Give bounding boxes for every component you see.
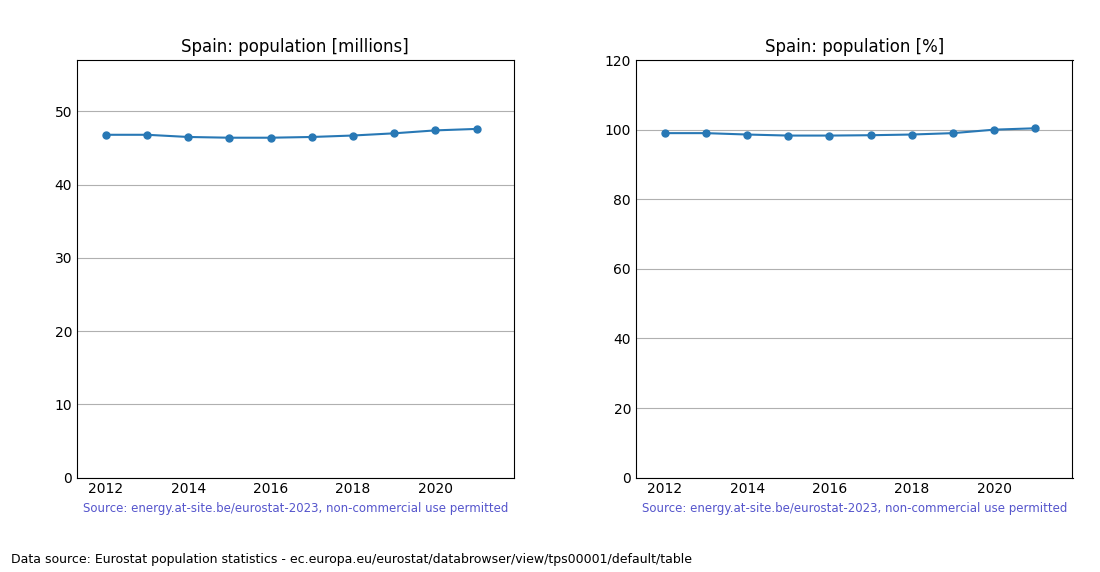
Text: Data source: Eurostat population statistics - ec.europa.eu/eurostat/databrowser/: Data source: Eurostat population statist… bbox=[11, 553, 692, 566]
X-axis label: Source: energy.at-site.be/eurostat-2023, non-commercial use permitted: Source: energy.at-site.be/eurostat-2023,… bbox=[82, 502, 508, 515]
X-axis label: Source: energy.at-site.be/eurostat-2023, non-commercial use permitted: Source: energy.at-site.be/eurostat-2023,… bbox=[641, 502, 1067, 515]
Title: Spain: population [%]: Spain: population [%] bbox=[764, 38, 944, 55]
Title: Spain: population [millions]: Spain: population [millions] bbox=[182, 38, 409, 55]
